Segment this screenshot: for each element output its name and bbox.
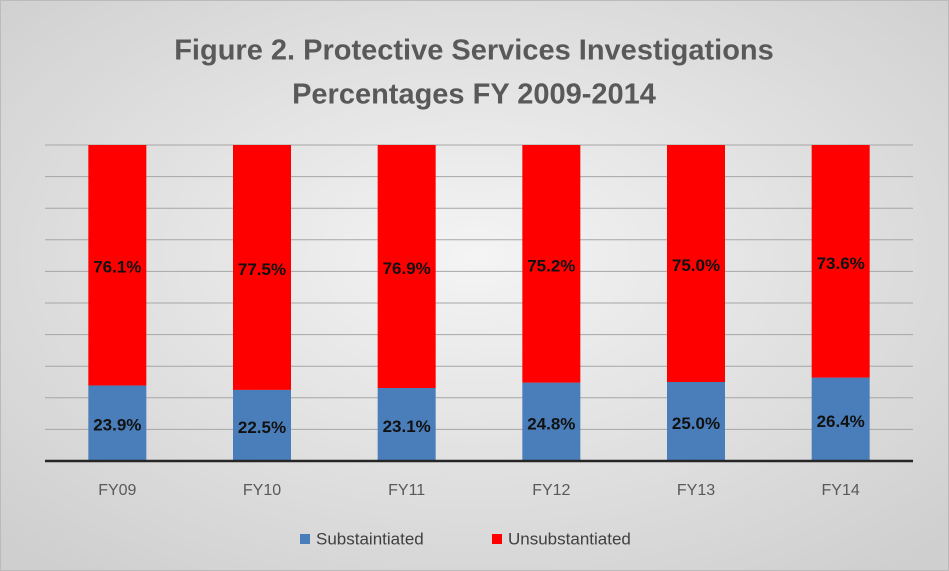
value-label: 23.1% xyxy=(383,417,431,436)
value-label: 23.9% xyxy=(93,416,141,435)
legend-swatch xyxy=(492,534,502,544)
value-label: 25.0% xyxy=(672,414,720,433)
chart-title: Percentages FY 2009-2014 xyxy=(292,79,656,111)
bar-segment xyxy=(88,145,147,386)
value-label: 75.2% xyxy=(527,256,575,275)
bar-segment xyxy=(377,145,436,389)
value-label: 24.8% xyxy=(527,414,575,433)
legend-swatch xyxy=(300,534,310,544)
bar-segment xyxy=(233,389,291,461)
x-tick-label: FY11 xyxy=(388,482,425,499)
bar-segment xyxy=(522,382,581,461)
bar-segment xyxy=(88,385,147,461)
x-tick-label: FY12 xyxy=(532,482,570,499)
chart-title: Figure 2. Protective Services Investigat… xyxy=(174,35,774,67)
bar-segment xyxy=(233,145,291,390)
bar-segment xyxy=(667,382,725,461)
bar-segment xyxy=(522,145,581,383)
value-label: 75.0% xyxy=(672,256,720,275)
bar-segment xyxy=(811,377,870,461)
x-tick-label: FY10 xyxy=(243,482,281,499)
legend-label: Unsubstantiated xyxy=(508,529,631,548)
value-label: 76.1% xyxy=(93,258,141,277)
bar-segment xyxy=(667,145,725,382)
bar-segment xyxy=(377,388,436,461)
value-label: 76.9% xyxy=(383,259,431,278)
legend-label: Substaintiated xyxy=(316,529,424,548)
value-label: 26.4% xyxy=(817,412,865,431)
value-label: 73.6% xyxy=(817,254,865,273)
value-label: 77.5% xyxy=(238,260,286,279)
bar-segment xyxy=(811,145,870,378)
x-tick-label: FY09 xyxy=(98,482,136,499)
value-label: 22.5% xyxy=(238,418,286,437)
x-tick-label: FY13 xyxy=(677,482,715,499)
x-tick-label: FY14 xyxy=(822,482,860,499)
